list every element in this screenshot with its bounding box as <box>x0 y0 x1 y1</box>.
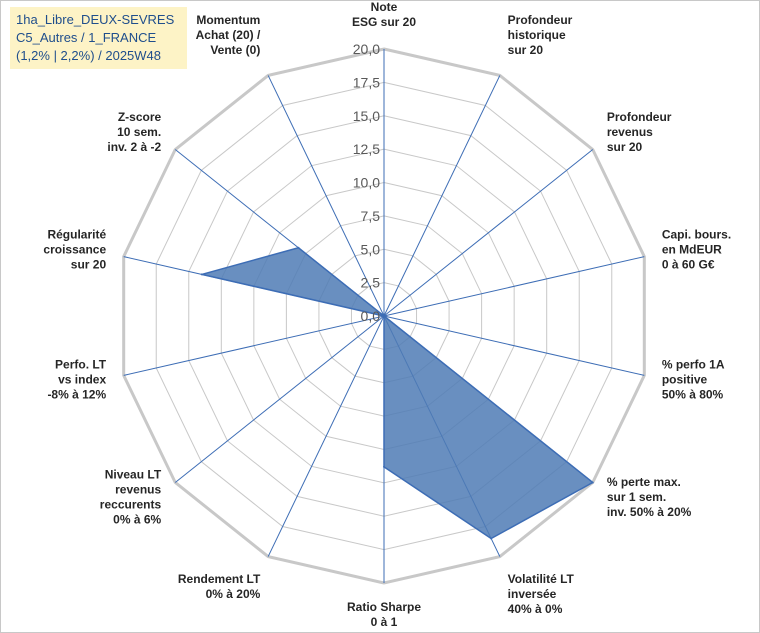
axis-label-5-line-2: inv. 50% à 20% <box>607 505 692 519</box>
r-tick-label-7: 17,5 <box>353 74 380 90</box>
axis-spoke-3 <box>383 256 645 317</box>
axis-label-10-line-2: -8% à 12% <box>47 388 106 402</box>
axis-label-5: % perte max. sur 1 sem. inv. 50% à 20% <box>607 475 692 519</box>
axis-label-10-line-1: vs index <box>58 373 106 387</box>
axis-label-7: Ratio Sharpe 0 à 1 <box>347 600 421 629</box>
axis-label-9-line-3: 0% à 6% <box>113 513 161 527</box>
data-point-12 <box>297 246 300 249</box>
axis-label-4-line-0: % perfo 1A <box>662 358 725 372</box>
title-box: 1ha_Libre_DEUX-SEVRES C5_Autres / 1_FRAN… <box>10 7 187 69</box>
axis-spoke-8 <box>267 315 385 557</box>
axis-label-1-line-0: Profondeur <box>508 13 573 27</box>
axis-spoke-2 <box>383 149 594 317</box>
title-line-2: C5_Autres / 1_FRANCE <box>16 30 157 45</box>
axis-label-13-line-2: Vente (0) <box>210 43 260 57</box>
axis-label-8: Rendement LT 0% à 20% <box>178 572 261 601</box>
axis-label-9-line-0: Niveau LT <box>105 468 162 482</box>
axis-spoke-13 <box>267 75 385 317</box>
r-tick-label-8: 20,0 <box>353 41 380 57</box>
axis-label-5-line-0: % perte max. <box>607 475 681 489</box>
axis-label-0-line-0: Note <box>371 1 398 14</box>
axis-label-6-line-1: inversée <box>508 587 557 601</box>
axis-label-8-line-0: Rendement LT <box>178 572 261 586</box>
data-series-area <box>201 246 594 540</box>
axis-label-7-line-0: Ratio Sharpe <box>347 600 421 614</box>
data-point-6 <box>490 537 493 540</box>
axis-label-6: Volatilité LT inversée 40% à 0% <box>508 572 575 616</box>
axis-label-10-line-0: Perfo. LT <box>55 358 107 372</box>
axis-label-6-line-2: 40% à 0% <box>508 602 563 616</box>
axis-label-4-line-1: positive <box>662 373 708 387</box>
axis-label-11-line-0: Régularité <box>47 227 106 241</box>
axis-label-12-line-0: Z-score <box>118 110 162 124</box>
data-point-13 <box>383 315 385 317</box>
r-tick-label-3: 7,5 <box>361 208 381 224</box>
axis-label-11: Régularité croissance sur 20 <box>43 227 106 271</box>
axis-label-13-line-1: Achat (20) / <box>196 28 261 42</box>
axis-label-11-line-1: croissance <box>43 242 106 256</box>
r-tick-label-1: 2,5 <box>361 275 381 291</box>
axis-label-2-line-1: revenus <box>607 125 653 139</box>
axis-label-11-line-2: sur 20 <box>71 257 107 271</box>
axis-label-13: Momentum Achat (20) / Vente (0) <box>196 13 261 57</box>
axis-label-9-line-1: revenus <box>115 483 161 497</box>
axis-label-4-line-2: 50% à 80% <box>662 388 724 402</box>
axis-label-6-line-0: Volatilité LT <box>508 572 575 586</box>
axis-label-3: Capi. bours. en MdEUR 0 à 60 G€ <box>662 227 731 271</box>
title-line-3: (1,2% | 2,2%) / 2025W48 <box>16 48 162 63</box>
axis-label-1: Profondeur historique sur 20 <box>508 13 573 57</box>
data-point-11 <box>200 273 203 276</box>
axis-label-9-line-2: reccurents <box>100 498 162 512</box>
axis-label-10: Perfo. LT vs index -8% à 12% <box>47 358 106 402</box>
axis-label-2: Profondeur revenus sur 20 <box>607 110 672 154</box>
axis-label-8-line-1: 0% à 20% <box>206 587 261 601</box>
axis-label-0: Note ESG sur 20 <box>352 1 416 29</box>
axis-label-2-line-0: Profondeur <box>607 110 672 124</box>
axis-spoke-1 <box>383 75 501 317</box>
data-point-7 <box>383 465 385 468</box>
r-tick-label-0: 0,0 <box>361 308 381 324</box>
axis-spoke-9 <box>174 315 385 483</box>
title-line-1: 1ha_Libre_DEUX-SEVRES <box>16 12 175 27</box>
data-point-5 <box>591 481 594 484</box>
r-tick-label-2: 5,0 <box>361 241 381 257</box>
axis-label-4: % perfo 1A positive 50% à 80% <box>662 358 725 402</box>
axis-label-12-line-1: 10 sem. <box>117 125 161 139</box>
axis-label-1-line-1: historique <box>508 28 566 42</box>
axis-label-12-line-2: inv. 2 à -2 <box>107 140 161 154</box>
r-tick-label-4: 10,0 <box>353 175 380 191</box>
r-tick-label-6: 15,0 <box>353 108 380 124</box>
axis-label-7-line-1: 0 à 1 <box>371 615 398 629</box>
axis-label-0-line-1: ESG sur 20 <box>352 15 416 29</box>
axis-label-2-line-2: sur 20 <box>607 140 643 154</box>
axis-label-3-line-0: Capi. bours. <box>662 227 731 241</box>
axis-label-3-line-1: en MdEUR <box>662 242 722 256</box>
axis-label-9: Niveau LT revenus reccurents 0% à 6% <box>100 468 162 527</box>
axis-label-1-line-2: sur 20 <box>508 43 544 57</box>
axis-spoke-10 <box>123 315 385 376</box>
axis-spoke-4 <box>383 315 645 376</box>
axis-label-13-line-0: Momentum <box>196 13 260 27</box>
axis-label-12: Z-score 10 sem. inv. 2 à -2 <box>107 110 161 154</box>
axis-label-5-line-1: sur 1 sem. <box>607 490 666 504</box>
axis-label-3-line-2: 0 à 60 G€ <box>662 257 715 271</box>
r-tick-label-5: 12,5 <box>353 141 380 157</box>
